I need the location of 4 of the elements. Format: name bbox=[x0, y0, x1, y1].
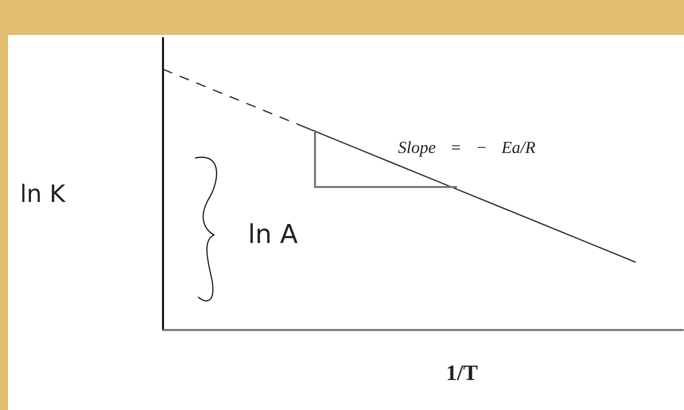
annotation: ln A bbox=[248, 220, 298, 250]
x-axis-title: 1/T bbox=[446, 360, 478, 386]
y-axis-title: ln K bbox=[20, 180, 66, 208]
annotation: Slope = − Ea/R bbox=[398, 138, 536, 158]
